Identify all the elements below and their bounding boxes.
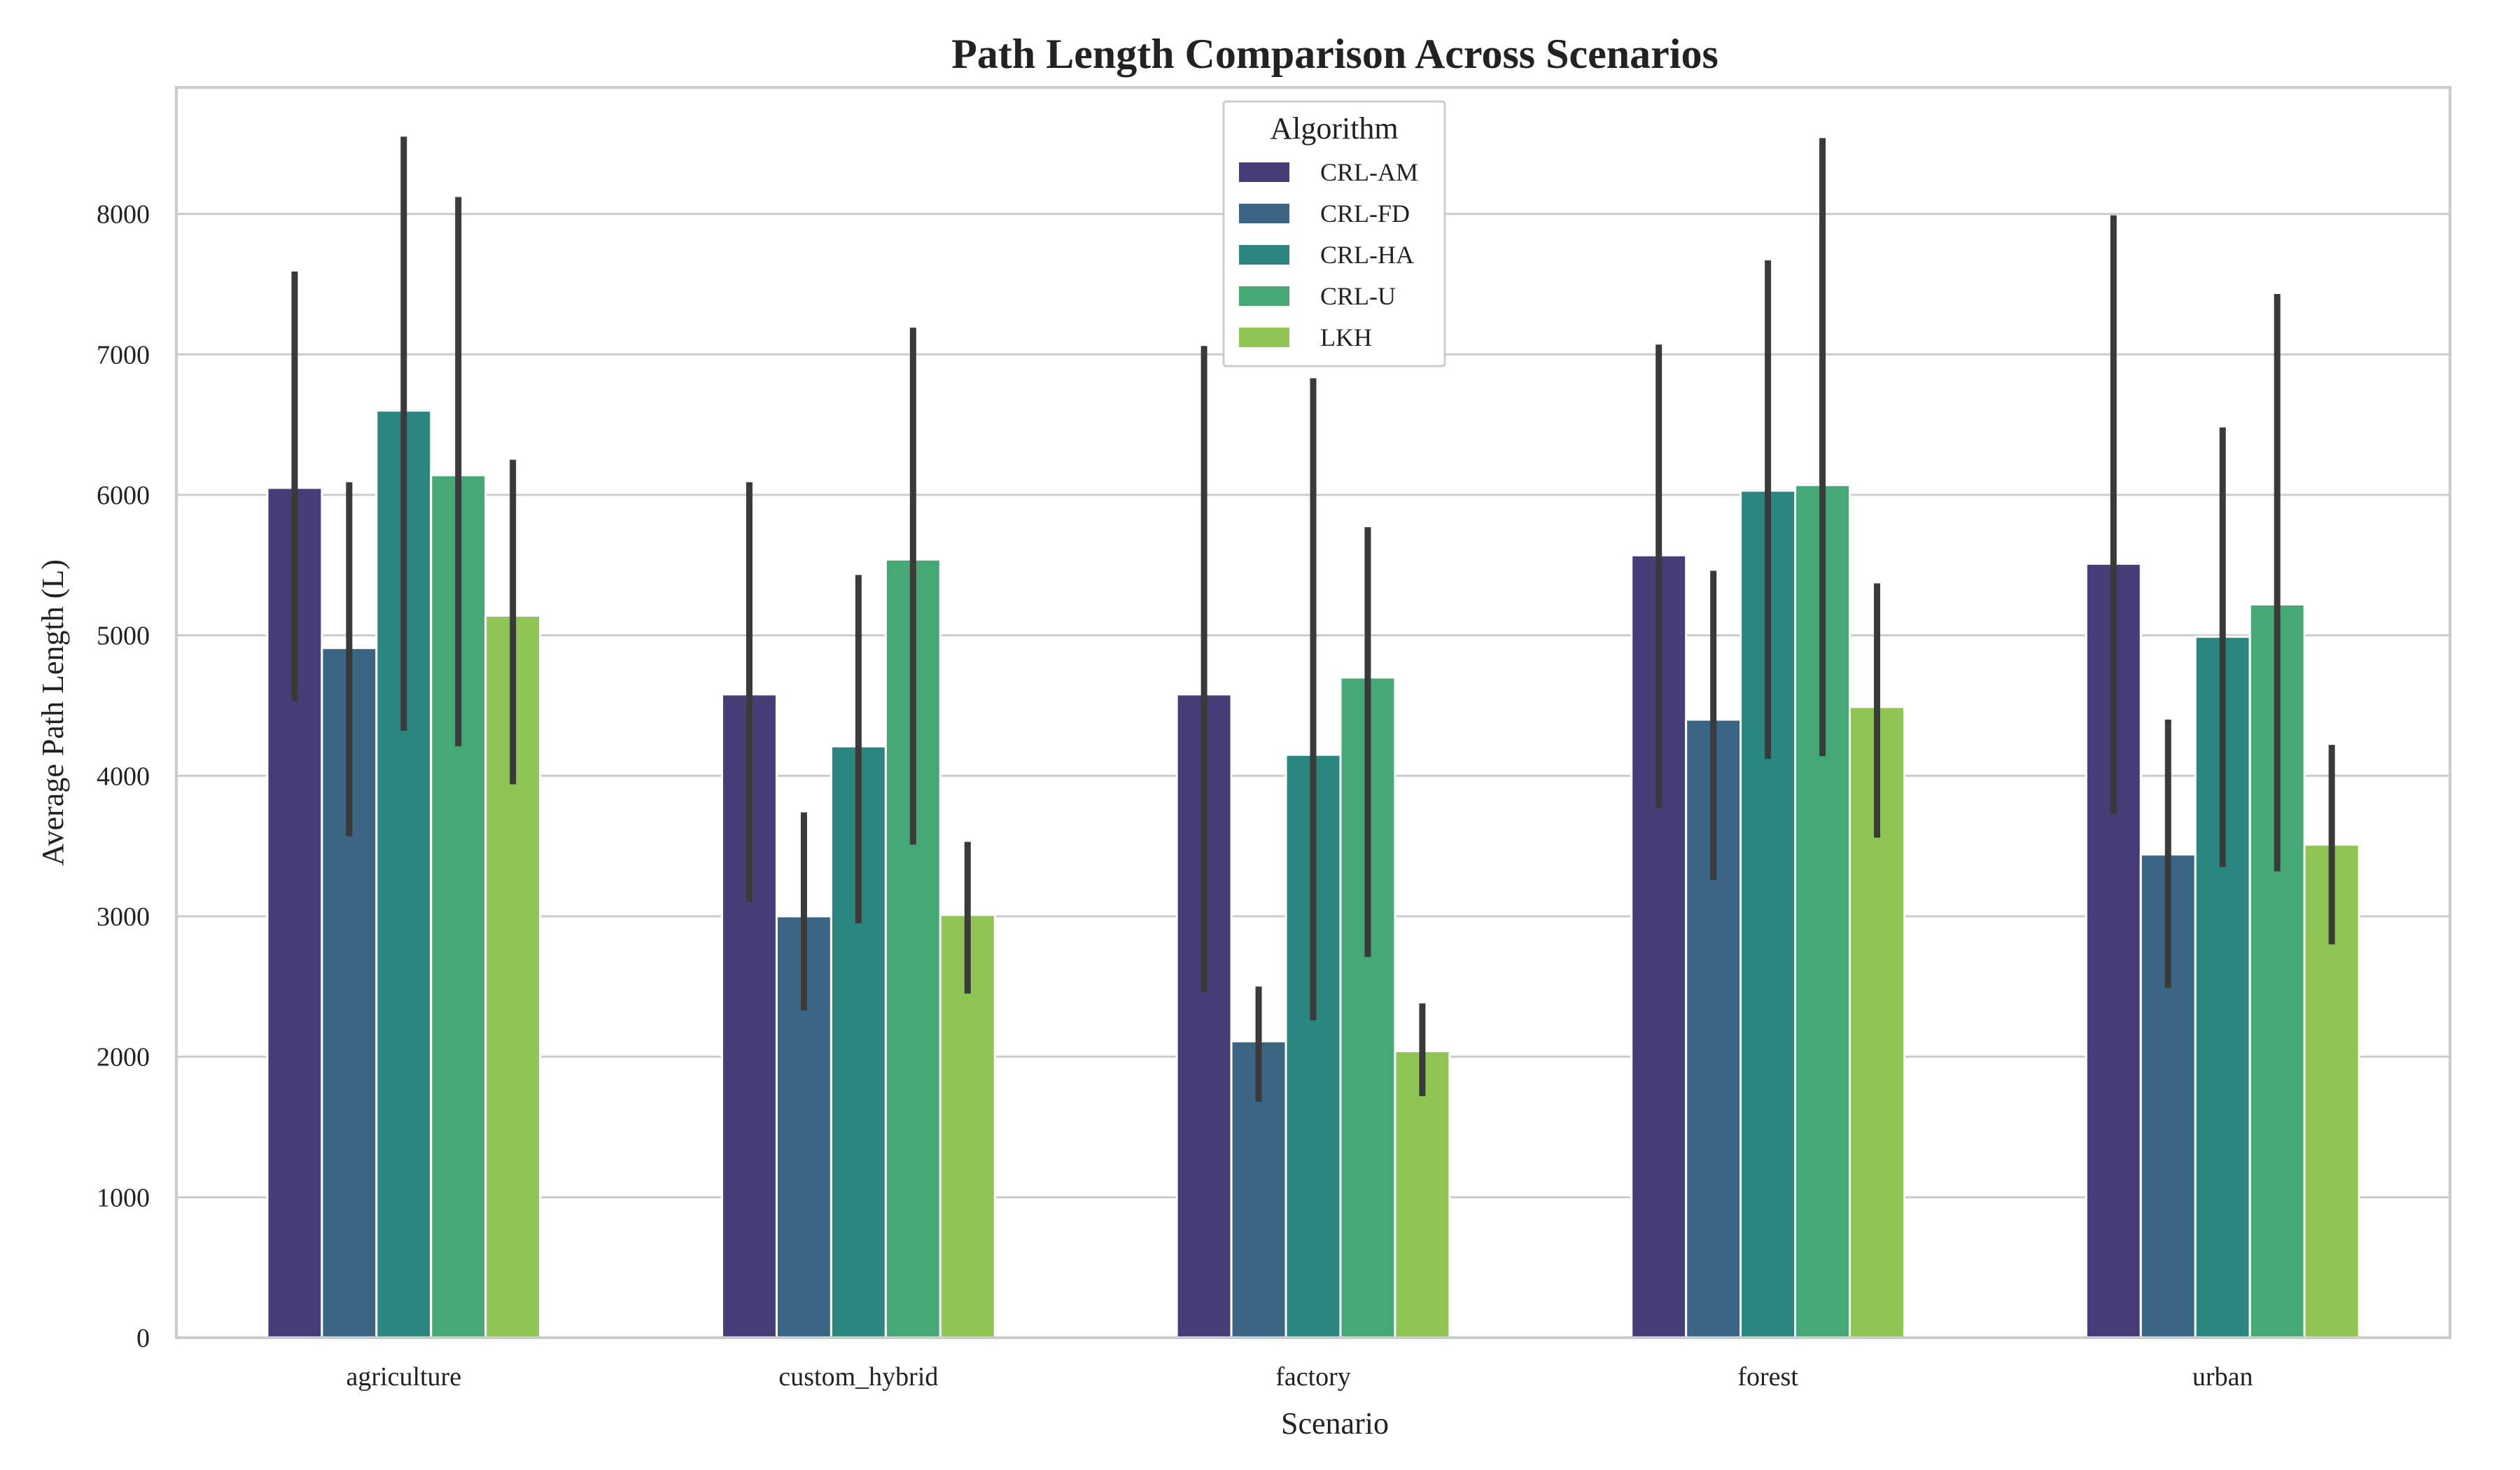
y-tick-label: 1000 bbox=[97, 1183, 150, 1212]
y-ticks: 0 1000 2000 3000 4000 5000 6000 7000 8000 bbox=[97, 200, 150, 1353]
legend-title: Algorithm bbox=[1270, 111, 1398, 146]
legend-items: CRL-AM CRL-FD CRL-HA CRL-U LKH bbox=[1239, 158, 1418, 351]
x-tick-label-urban: urban bbox=[2192, 1362, 2253, 1392]
x-ticks: agriculture custom_hybrid factory forest urb… bbox=[346, 1362, 2253, 1392]
legend-swatch-crl-u bbox=[1239, 286, 1289, 306]
legend: Algorithm CRL-AM CRL-FD CRL-HA CRL-U LKH bbox=[1222, 100, 1446, 368]
legend-label-crl-ha: CRL-HA bbox=[1320, 241, 1414, 269]
legend-label-crl-am: CRL-AM bbox=[1320, 158, 1418, 186]
legend-label-lkh: LKH bbox=[1320, 323, 1372, 351]
x-tick-label-factory: factory bbox=[1275, 1362, 1351, 1392]
legend-swatch-crl-fd bbox=[1239, 204, 1289, 223]
y-tick-label: 4000 bbox=[97, 762, 150, 791]
y-tick-label: 5000 bbox=[97, 622, 150, 651]
chart-title: Path Length Comparison Across Scenarios bbox=[951, 31, 1718, 77]
legend-label-crl-fd: CRL-FD bbox=[1320, 200, 1410, 227]
y-axis-label: Average Path Length (L) bbox=[36, 559, 70, 866]
y-tick-label: 8000 bbox=[97, 200, 150, 230]
plot-frame bbox=[175, 86, 2451, 1339]
legend-swatch-crl-am bbox=[1239, 162, 1289, 182]
x-tick-label-forest: forest bbox=[1737, 1362, 1798, 1392]
x-tick-label-agriculture: agriculture bbox=[346, 1362, 462, 1392]
y-tick-label: 3000 bbox=[97, 902, 150, 932]
x-tick-label-custom_hybrid: custom_hybrid bbox=[778, 1362, 938, 1392]
legend-swatch-crl-ha bbox=[1239, 245, 1289, 265]
y-tick-label: 7000 bbox=[97, 340, 150, 370]
bar-factory-lkh bbox=[1394, 1050, 1451, 1339]
bar-forest-lkh bbox=[1849, 706, 1905, 1339]
y-tick-label: 0 bbox=[136, 1324, 150, 1353]
y-tick-label: 2000 bbox=[97, 1043, 150, 1072]
x-axis-label: Scenario bbox=[1281, 1406, 1389, 1441]
legend-swatch-lkh bbox=[1239, 328, 1289, 347]
legend-label-crl-u: CRL-U bbox=[1320, 282, 1396, 310]
y-tick-label: 6000 bbox=[97, 481, 150, 510]
error-bars bbox=[291, 136, 2335, 1102]
